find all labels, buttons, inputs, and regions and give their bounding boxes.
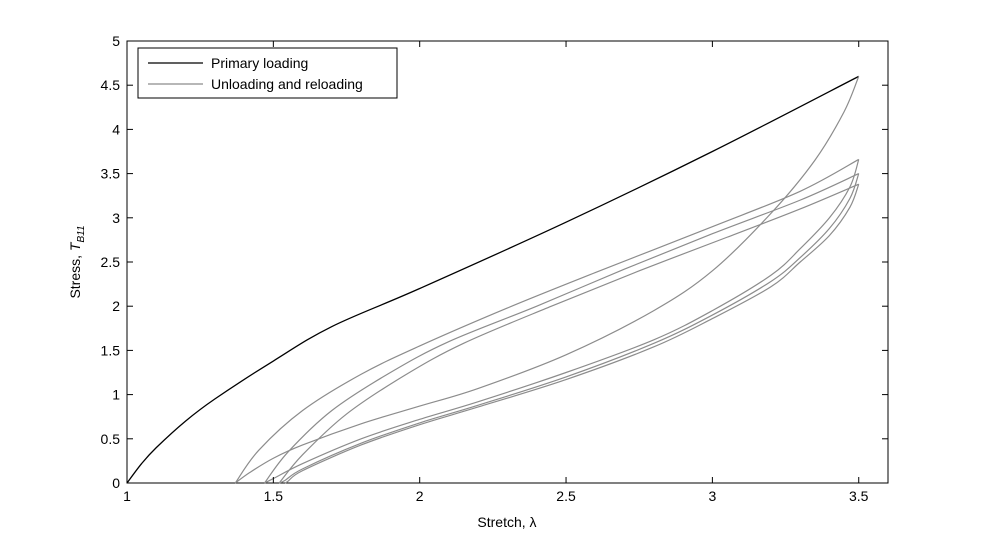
y-axis-label-subscript: B11 — [76, 225, 87, 242]
series-primary-loading — [126, 75, 860, 484]
series-layer — [126, 75, 860, 484]
y-tick-label: 3.5 — [101, 166, 121, 182]
legend-label-primary-loading: Primary loading — [211, 55, 308, 71]
y-tick-label: 2 — [112, 298, 120, 314]
y-axis-label-prefix: Stress, — [67, 251, 83, 298]
y-tick-label: 1.5 — [101, 342, 121, 358]
legend-box — [137, 47, 398, 99]
x-tick-label: 2.5 — [556, 488, 576, 504]
series-unloading-reloading-segment-7 — [284, 183, 860, 484]
y-axis-label-symbol: T — [67, 241, 83, 251]
series-unloading-reloading-segment-3 — [264, 159, 860, 484]
x-tick-label: 1.5 — [264, 488, 284, 504]
plot-area: 1 1.5 2 2.5 3 3.5 0 0.5 1 1.5 2 2.5 3 3.5 4 4.5 5 — [101, 33, 889, 504]
series-unloading-reloading-segment-5 — [278, 173, 860, 484]
y-tick-label: 1 — [112, 387, 120, 403]
x-tick-label: 3.5 — [849, 488, 869, 504]
y-tick-label: 5 — [112, 33, 120, 49]
x-tick-label: 1 — [123, 488, 131, 504]
y-tick-label: 2.5 — [101, 254, 121, 270]
y-tick-label: 0 — [112, 475, 120, 491]
x-axis-label: Stretch, λ — [477, 514, 536, 530]
plot-frame — [126, 40, 889, 484]
y-tick-label: 3 — [112, 210, 120, 226]
legend: Primary loading Unloading and reloading — [137, 47, 398, 99]
series-unloading-reloading-segment-1 — [234, 76, 860, 484]
series-unloading-reloading-segment-6 — [278, 183, 859, 484]
y-tick-label: 0.5 — [101, 431, 121, 447]
y-axis-label: Stress, TB11 — [67, 225, 87, 298]
series-unloading-reloading-segment-2 — [234, 158, 860, 484]
ticks-layer: 1 1.5 2 2.5 3 3.5 0 0.5 1 1.5 2 2.5 3 3.5 4 4.5 5 — [101, 33, 888, 504]
x-tick-label: 2 — [416, 488, 424, 504]
y-tick-label: 4.5 — [101, 77, 121, 93]
legend-label-unloading-reloading: Unloading and reloading — [211, 76, 363, 92]
series-unloading-reloading-segment-4 — [264, 173, 859, 484]
y-tick-label: 4 — [112, 121, 120, 137]
x-tick-label: 3 — [708, 488, 716, 504]
